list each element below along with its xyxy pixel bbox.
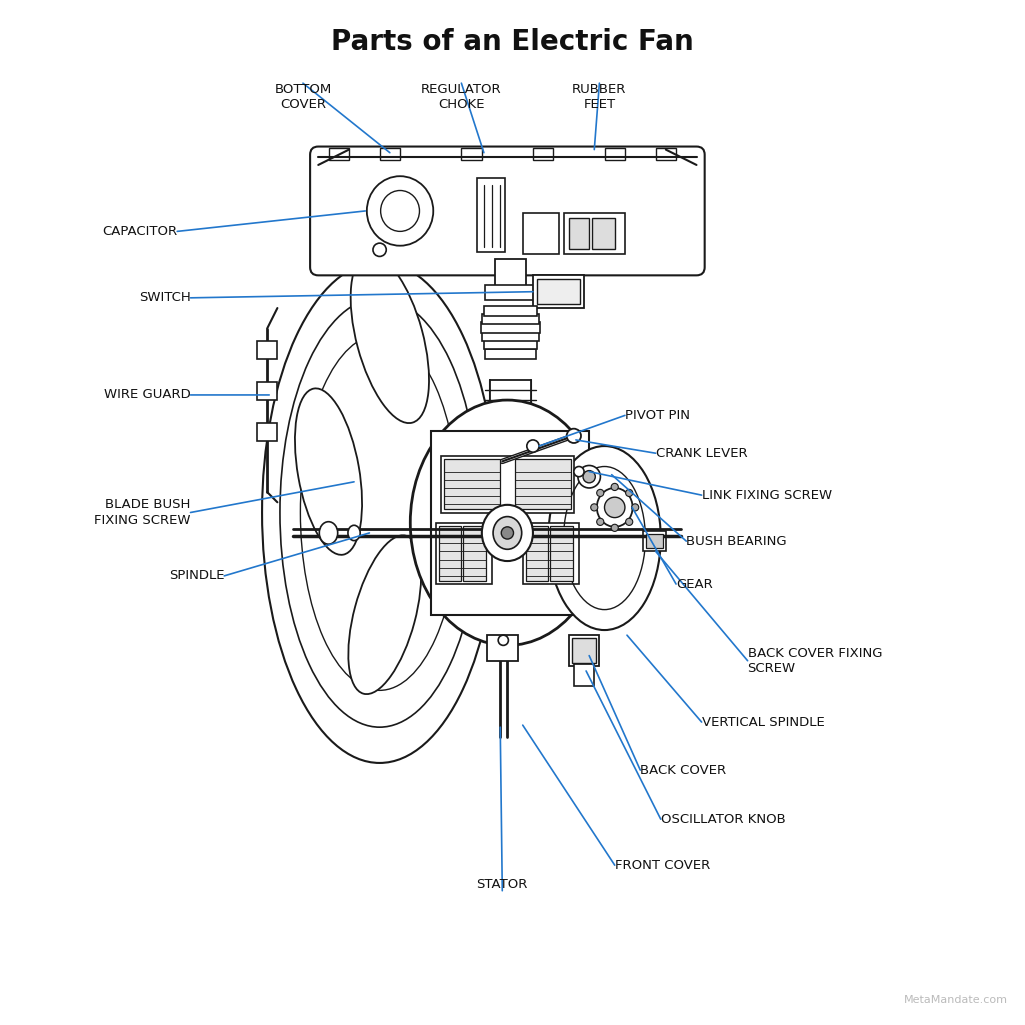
Bar — [481, 323, 540, 332]
Ellipse shape — [597, 489, 604, 496]
Bar — [485, 348, 536, 359]
Bar — [656, 148, 676, 160]
Ellipse shape — [373, 243, 386, 256]
Bar — [484, 338, 537, 348]
Text: CAPACITOR: CAPACITOR — [102, 224, 177, 238]
Bar — [495, 459, 509, 482]
Text: BLADE BUSH
FIXING SCREW: BLADE BUSH FIXING SCREW — [94, 498, 191, 527]
Ellipse shape — [295, 388, 362, 555]
Bar — [461, 148, 482, 160]
Bar — [523, 523, 579, 584]
Ellipse shape — [410, 400, 605, 646]
Ellipse shape — [567, 428, 581, 443]
Bar — [487, 636, 518, 661]
Bar — [550, 526, 573, 581]
Ellipse shape — [347, 525, 360, 540]
Text: SPINDLE: SPINDLE — [169, 569, 224, 582]
Text: FRONT COVER: FRONT COVER — [615, 859, 710, 871]
Ellipse shape — [597, 488, 632, 527]
Bar — [477, 178, 505, 252]
Ellipse shape — [262, 262, 497, 763]
Text: RUBBER
FEET: RUBBER FEET — [572, 83, 626, 111]
Text: Parts of an Electric Fan: Parts of an Electric Fan — [331, 29, 694, 56]
Bar — [430, 430, 589, 615]
Bar — [482, 315, 539, 324]
Ellipse shape — [583, 470, 596, 483]
Ellipse shape — [482, 505, 533, 561]
Bar — [490, 379, 531, 420]
Bar — [436, 523, 492, 584]
Text: REGULATOR
CHOKE: REGULATOR CHOKE — [421, 83, 501, 111]
Bar — [605, 148, 625, 160]
Text: STATOR: STATOR — [477, 877, 528, 891]
Ellipse shape — [625, 489, 632, 496]
Bar — [592, 218, 615, 249]
Bar — [257, 340, 278, 359]
Bar — [463, 526, 486, 581]
Bar — [644, 531, 666, 551]
Bar — [533, 276, 584, 309]
Bar — [515, 459, 571, 509]
Text: WIRE GUARD: WIRE GUARD — [104, 388, 191, 402]
Ellipse shape — [578, 465, 601, 488]
Bar — [441, 456, 574, 512]
FancyBboxPatch shape — [311, 147, 704, 276]
Bar — [495, 259, 526, 288]
Bar — [328, 148, 348, 160]
Ellipse shape — [348, 535, 421, 694]
Text: LINK FIXING SCREW: LINK FIXING SCREW — [701, 489, 831, 501]
Bar — [257, 381, 278, 400]
Bar — [484, 306, 537, 317]
Ellipse shape — [611, 484, 618, 491]
Bar — [574, 664, 594, 687]
Bar — [526, 526, 548, 581]
Ellipse shape — [498, 636, 508, 646]
Ellipse shape — [501, 527, 514, 539]
Text: BOTTOM
COVER: BOTTOM COVER — [275, 83, 331, 111]
Bar — [523, 213, 559, 254]
Text: MetaMandate.com: MetaMandate.com — [904, 995, 1009, 1006]
Text: BACK COVER: BACK COVER — [641, 764, 727, 777]
Ellipse shape — [625, 519, 632, 526]
Ellipse shape — [590, 504, 598, 511]
Text: OSCILLATOR KNOB: OSCILLATOR KNOB — [661, 813, 785, 826]
Bar — [444, 459, 500, 509]
Ellipse shape — [527, 440, 539, 452]
Bar — [564, 213, 625, 254]
Bar — [485, 285, 536, 300]
Bar — [569, 218, 589, 249]
Ellipse shape — [493, 517, 522, 549]
Text: SWITCH: SWITCH — [138, 291, 191, 304]
Bar — [537, 280, 580, 304]
Bar — [379, 148, 400, 160]
Text: CRANK LEVER: CRANK LEVER — [656, 447, 747, 459]
Ellipse shape — [351, 254, 429, 423]
Text: BUSH BEARING: BUSH BEARING — [687, 535, 787, 547]
Ellipse shape — [631, 504, 639, 511]
Bar — [569, 636, 600, 666]
Ellipse shape — [605, 497, 625, 518]
Ellipse shape — [320, 522, 337, 544]
Bar — [482, 330, 539, 340]
Ellipse shape — [574, 466, 584, 477]
Ellipse shape — [597, 519, 604, 526]
Ellipse shape — [548, 446, 661, 630]
Text: VERTICAL SPINDLE: VERTICAL SPINDLE — [701, 715, 824, 729]
Text: PIVOT PIN: PIVOT PIN — [625, 409, 690, 422]
Bar — [257, 422, 278, 441]
Ellipse shape — [367, 176, 434, 246]
Text: BACK COVER FIXING
SCREW: BACK COVER FIXING SCREW — [747, 647, 883, 674]
Bar — [533, 148, 554, 160]
Bar — [572, 639, 597, 663]
Text: GEAR: GEAR — [676, 577, 712, 590]
Bar — [439, 526, 461, 581]
Bar — [647, 534, 663, 548]
Ellipse shape — [611, 524, 618, 531]
